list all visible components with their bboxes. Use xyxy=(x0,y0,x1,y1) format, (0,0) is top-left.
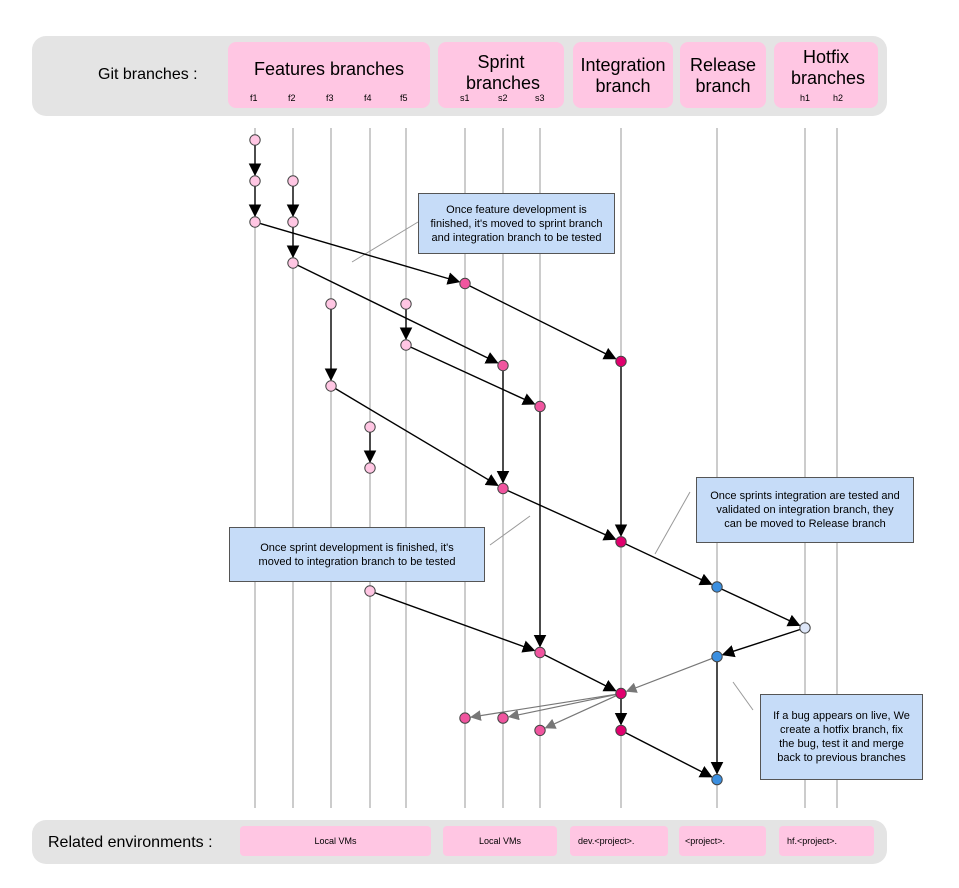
env-local-vms-features: Local VMs xyxy=(240,826,431,856)
branch-label-f1: f1 xyxy=(250,93,258,103)
header-hotfix: Hotfix branches xyxy=(774,42,878,108)
branch-label-h1: h1 xyxy=(800,93,811,103)
commit-node-d1 xyxy=(364,421,376,433)
edge-i2-r1 xyxy=(625,543,713,586)
edge-r2-i3 xyxy=(625,657,713,693)
edge-s1a-i1 xyxy=(469,285,617,360)
branch-label-s1: s1 xyxy=(460,93,470,103)
env-local-vms-sprint: Local VMs xyxy=(443,826,557,856)
commit-node-s2b xyxy=(497,482,509,495)
commit-node-e1 xyxy=(400,298,412,310)
branch-label-f5: f5 xyxy=(400,93,408,103)
env-dev: dev.<project>. xyxy=(570,826,668,856)
note-sprint-finished: Once sprint development is finished, it'… xyxy=(229,527,485,582)
header-release: Release branch xyxy=(680,42,766,108)
commit-node-i3 xyxy=(615,687,627,700)
commit-node-s3a xyxy=(534,400,546,413)
header-features: Features branches xyxy=(228,42,430,108)
commit-node-s3b xyxy=(534,646,546,659)
commit-node-bs1 xyxy=(459,712,471,724)
commit-node-bs2 xyxy=(497,712,509,724)
commit-node-r2 xyxy=(711,650,723,663)
related-environments-label: Related environments : xyxy=(48,834,213,851)
commit-node-a1 xyxy=(249,134,261,146)
branch-label-h2: h2 xyxy=(833,93,844,103)
branch-label-f2: f2 xyxy=(288,93,296,103)
env-hotfix: hf.<project>. xyxy=(779,826,874,856)
commit-node-e2 xyxy=(400,339,412,351)
note-hotfix: If a bug appears on live, We create a ho… xyxy=(760,694,923,780)
edge-c2-s2b xyxy=(335,388,499,486)
commit-node-c1 xyxy=(325,298,337,310)
commit-node-h1a xyxy=(799,622,811,634)
edge-r1-h1a xyxy=(721,588,801,627)
note-feature-finished: Once feature development is finished, it… xyxy=(418,193,615,254)
header-integration: Integration branch xyxy=(573,42,673,108)
commit-node-r3 xyxy=(711,773,723,786)
commit-node-b1 xyxy=(287,175,299,187)
commit-node-r1 xyxy=(711,581,723,593)
commit-node-a2 xyxy=(249,175,261,187)
note-pointer-line xyxy=(654,491,691,555)
commit-node-bs3 xyxy=(534,724,546,737)
edge-i3-bs3 xyxy=(544,695,617,729)
edge-s2b-i2 xyxy=(507,490,617,541)
edge-i4-r3 xyxy=(625,732,713,778)
env-release: <project>. xyxy=(679,826,766,856)
edge-d3-s3b xyxy=(374,592,536,653)
commit-node-a3 xyxy=(249,216,261,228)
commit-node-b3 xyxy=(287,257,299,269)
commit-node-b2 xyxy=(287,216,299,228)
git-branches-label: Git branches : xyxy=(98,66,198,83)
commit-node-i1 xyxy=(615,355,627,368)
branch-label-f3: f3 xyxy=(326,93,334,103)
commit-node-i4 xyxy=(615,724,627,737)
commit-node-i2 xyxy=(615,536,627,548)
edge-e2-s3a xyxy=(410,346,536,405)
commit-node-s1a xyxy=(459,277,471,290)
edge-i3-bs2 xyxy=(508,693,617,721)
note-pointer-line xyxy=(489,515,531,546)
branch-label-s3: s3 xyxy=(535,93,545,103)
note-pointer-line xyxy=(732,681,754,711)
branch-label-s2: s2 xyxy=(498,93,508,103)
edge-i3-bs1 xyxy=(470,693,616,721)
branch-label-f4: f4 xyxy=(364,93,372,103)
edge-b3-s2a xyxy=(297,264,499,364)
edge-h1a-r2 xyxy=(721,628,801,658)
commit-node-c2 xyxy=(325,380,337,392)
note-pointer-line xyxy=(351,221,419,263)
commit-node-s2a xyxy=(497,359,509,372)
edge-a3-s1a xyxy=(259,222,461,285)
commit-node-d3 xyxy=(364,585,376,597)
edge-s3b-i3 xyxy=(544,654,617,692)
note-release-validated: Once sprints integration are tested and … xyxy=(696,477,914,543)
commit-node-d2 xyxy=(364,462,376,474)
header-sprint: Sprint branches xyxy=(438,42,564,108)
